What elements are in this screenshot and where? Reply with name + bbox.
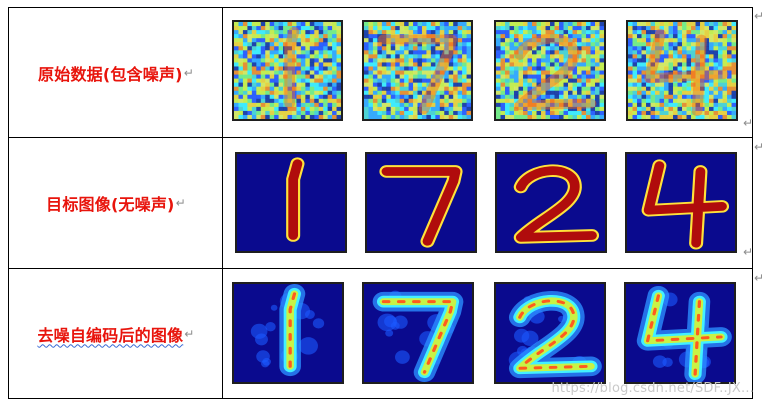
table-bottom-border: [8, 398, 753, 399]
denoised-digit-7-image: [364, 284, 472, 382]
row-label-denoised-text: 去噪自编码后的图像: [37, 325, 184, 345]
paragraph-mark: ↵: [183, 65, 194, 80]
row-label-noisy-text: 原始数据(包含噪声): [38, 64, 183, 84]
clean-digit-2-image: [497, 154, 605, 251]
clean-digit-7-image: [367, 154, 475, 251]
paragraph-mark: ↵: [743, 116, 754, 130]
clean-digit-4-image: [627, 154, 735, 251]
noisy-digit-7: [362, 20, 473, 121]
paragraph-mark: ↵: [175, 196, 186, 210]
denoised-digit-2: [494, 282, 606, 384]
paragraph-mark: ↵: [754, 140, 765, 154]
table-left-border: [8, 7, 9, 399]
row-label-clean-text: 目标图像(无噪声): [46, 195, 175, 214]
noisy-digit-4-image: [628, 22, 736, 119]
table-column-divider: [222, 7, 223, 399]
noisy-digit-1: [232, 20, 343, 121]
row-label-denoised: 去噪自编码后的图像 ↵: [10, 269, 222, 398]
noisy-digit-2-image: [496, 22, 604, 119]
clean-digit-1-image: [237, 154, 345, 251]
denoised-digit-4-image: [626, 284, 734, 382]
denoised-digit-1-image: [234, 284, 342, 382]
clean-digit-1: [235, 152, 347, 253]
paragraph-mark: ↵: [184, 326, 195, 341]
paragraph-mark: ↵: [754, 9, 765, 23]
denoised-digit-7: [362, 282, 474, 384]
table-top-border: [8, 7, 753, 8]
noisy-digit-2: [494, 20, 606, 121]
denoised-digit-1: [232, 282, 344, 384]
denoised-digit-4: [624, 282, 736, 384]
row-label-noisy: 原始数据(包含噪声) ↵: [10, 8, 222, 137]
paragraph-mark: ↵: [743, 245, 754, 259]
table-right-border: [752, 7, 753, 399]
watermark: https://blog.csdn.net/SDF..JX...: [551, 381, 754, 396]
clean-digit-7: [365, 152, 477, 253]
noisy-digit-4: [626, 20, 738, 121]
noisy-digit-1-image: [234, 22, 341, 119]
noisy-digit-7-image: [364, 22, 471, 119]
row-label-clean: 目标图像(无噪声) ↵: [10, 138, 222, 268]
clean-digit-2: [495, 152, 607, 253]
table-row-divider-1: [8, 137, 753, 138]
paragraph-mark: ↵: [754, 271, 765, 285]
clean-digit-4: [625, 152, 737, 253]
table-row-divider-2: [8, 268, 753, 269]
denoised-digit-2-image: [496, 284, 604, 382]
